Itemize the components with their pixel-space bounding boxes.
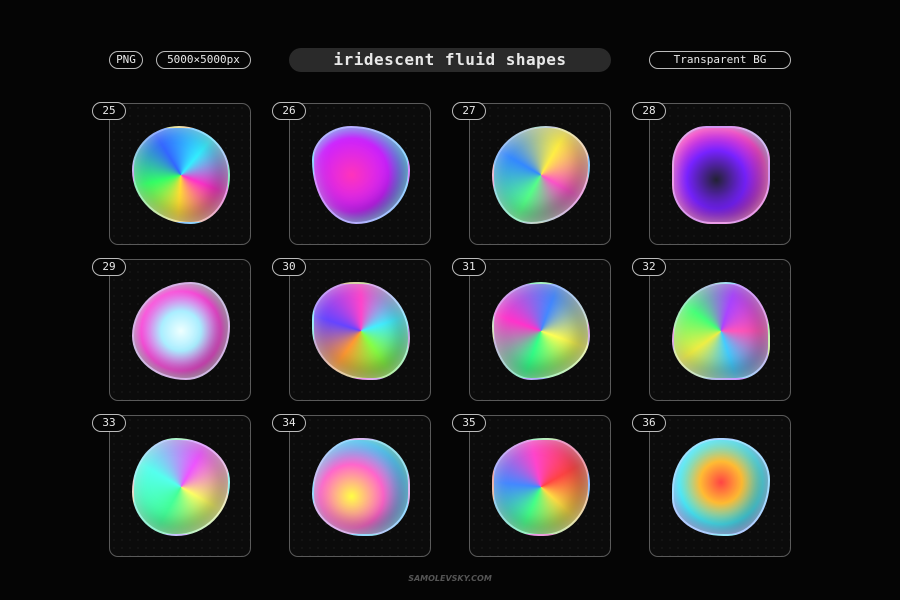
iridescent-blob-image (132, 282, 230, 380)
iridescent-blob-image (672, 126, 770, 224)
shape-card: 26 (272, 102, 431, 245)
page-title: iridescent fluid shapes (289, 48, 611, 72)
card-number-badge: 32 (632, 258, 666, 276)
iridescent-blob-image (492, 126, 590, 224)
brand-watermark: SAMOLEVSKY.COM (408, 574, 492, 583)
iridescent-blob-image (132, 438, 230, 536)
shape-card: 28 (632, 102, 791, 245)
iridescent-blob-image (492, 282, 590, 380)
iridescent-blob-image (312, 282, 410, 380)
card-number-badge: 26 (272, 102, 306, 120)
card-number-badge: 34 (272, 414, 306, 432)
shape-card: 32 (632, 258, 791, 401)
shape-card: 25 (92, 102, 251, 245)
iridescent-blob-image (672, 438, 770, 536)
iridescent-blob-image (312, 126, 410, 224)
transparent-bg-badge: Transparent BG (649, 51, 791, 69)
shape-card: 36 (632, 414, 791, 557)
card-number-badge: 27 (452, 102, 486, 120)
iridescent-blob-image (672, 282, 770, 380)
card-number-badge: 31 (452, 258, 486, 276)
size-badge: 5000×5000px (156, 51, 251, 69)
shape-card: 27 (452, 102, 611, 245)
format-badge: PNG (109, 51, 143, 69)
shape-card: 29 (92, 258, 251, 401)
card-number-badge: 25 (92, 102, 126, 120)
card-number-badge: 28 (632, 102, 666, 120)
card-number-badge: 36 (632, 414, 666, 432)
shape-card: 33 (92, 414, 251, 557)
shape-card: 35 (452, 414, 611, 557)
iridescent-blob-image (312, 438, 410, 536)
card-number-badge: 35 (452, 414, 486, 432)
card-number-badge: 33 (92, 414, 126, 432)
iridescent-blob-image (132, 126, 230, 224)
card-number-badge: 30 (272, 258, 306, 276)
card-number-badge: 29 (92, 258, 126, 276)
iridescent-blob-image (492, 438, 590, 536)
shape-card: 34 (272, 414, 431, 557)
shape-card: 30 (272, 258, 431, 401)
shape-card: 31 (452, 258, 611, 401)
